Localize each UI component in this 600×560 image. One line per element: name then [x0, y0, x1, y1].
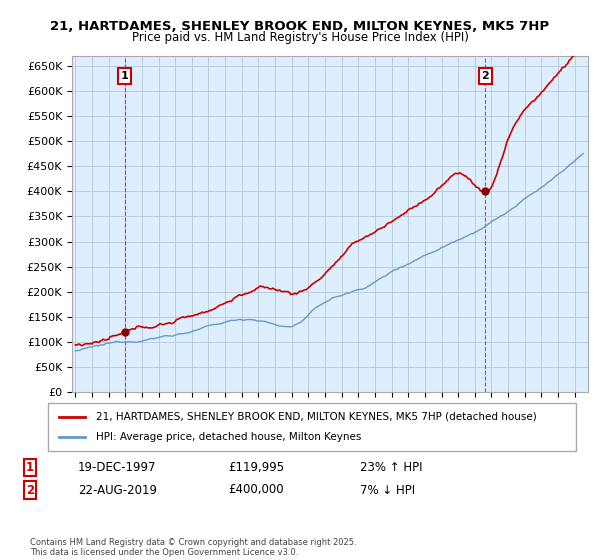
Text: 1: 1 [26, 461, 34, 474]
Text: 21, HARTDAMES, SHENLEY BROOK END, MILTON KEYNES, MK5 7HP (detached house): 21, HARTDAMES, SHENLEY BROOK END, MILTON… [95, 412, 536, 422]
Text: 21, HARTDAMES, SHENLEY BROOK END, MILTON KEYNES, MK5 7HP: 21, HARTDAMES, SHENLEY BROOK END, MILTON… [50, 20, 550, 32]
Text: Price paid vs. HM Land Registry's House Price Index (HPI): Price paid vs. HM Land Registry's House … [131, 31, 469, 44]
Text: 2: 2 [482, 71, 490, 81]
Text: £119,995: £119,995 [228, 461, 284, 474]
Text: Contains HM Land Registry data © Crown copyright and database right 2025.
This d: Contains HM Land Registry data © Crown c… [30, 538, 356, 557]
Text: HPI: Average price, detached house, Milton Keynes: HPI: Average price, detached house, Milt… [95, 432, 361, 442]
Text: 23% ↑ HPI: 23% ↑ HPI [360, 461, 422, 474]
Text: £400,000: £400,000 [228, 483, 284, 497]
Text: 1: 1 [121, 71, 128, 81]
Text: 2: 2 [26, 483, 34, 497]
Text: 22-AUG-2019: 22-AUG-2019 [78, 483, 157, 497]
Text: 7% ↓ HPI: 7% ↓ HPI [360, 483, 415, 497]
Text: 19-DEC-1997: 19-DEC-1997 [78, 461, 157, 474]
FancyBboxPatch shape [48, 403, 576, 451]
